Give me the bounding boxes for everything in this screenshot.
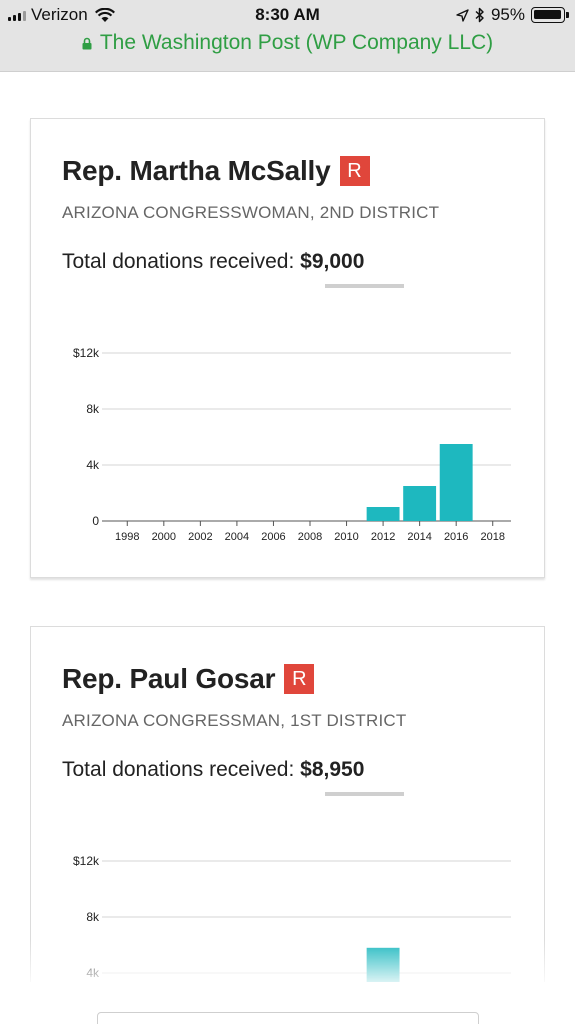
x-tick-label: 2016 (444, 531, 468, 543)
x-tick-label: 2002 (188, 531, 212, 543)
rep-name: Rep. Martha McSally (62, 155, 331, 186)
donations-line: Total donations received: $9,000 (62, 250, 364, 274)
party-badge: R (339, 156, 370, 186)
rep-title: Rep. Paul Gosar R (62, 663, 315, 695)
donations-label: Total donations received: (62, 758, 295, 781)
donations-label: Total donations received: (62, 250, 295, 273)
carrier-group: Verizon (8, 5, 115, 25)
donations-underline (325, 284, 404, 288)
x-tick-label: 1998 (115, 531, 139, 543)
x-tick-label: 2000 (152, 531, 176, 543)
x-tick-label: 2010 (334, 531, 358, 543)
url-bar[interactable]: The Washington Post (WP Company LLC) (0, 31, 575, 55)
rep-description: ARIZONA CONGRESSMAN, 1ST DISTRICT (62, 711, 407, 730)
y-tick-label: 8k (86, 402, 100, 416)
donations-line: Total donations received: $8,950 (62, 758, 364, 782)
x-tick-label: 2006 (261, 531, 285, 543)
location-arrow-icon (456, 8, 469, 22)
y-tick-label: 4k (86, 458, 100, 472)
rep-name: Rep. Paul Gosar (62, 663, 276, 694)
y-tick-label: 0 (92, 514, 99, 528)
status-icons: 95% (456, 5, 569, 25)
bar-2012 (366, 507, 400, 521)
donations-chart: $12k 8k 4k 0 1998 2000 2002 2004 2006 2008 2010 201… (73, 346, 511, 543)
y-tick-label: $12k (73, 854, 100, 868)
y-tick-label: 8k (86, 910, 100, 924)
lock-icon (82, 37, 92, 49)
x-tick-label: 2008 (298, 531, 322, 543)
x-tick-label: 2012 (371, 531, 395, 543)
carrier-name: Verizon (31, 5, 88, 24)
battery-percent: 95% (490, 5, 525, 24)
bar-2014 (403, 486, 437, 521)
clock: 8:30 AM (255, 5, 320, 24)
signal-strength-icon (8, 9, 26, 21)
wifi-icon (94, 7, 115, 22)
x-tick-label: 2018 (480, 531, 504, 543)
donations-value: $9,000 (300, 250, 365, 273)
rep-description: ARIZONA CONGRESSWOMAN, 2ND DISTRICT (62, 203, 440, 222)
bottom-toolbar[interactable] (97, 1012, 479, 1024)
bottom-fade (0, 940, 575, 1024)
y-tick-label: $12k (73, 346, 100, 360)
party-badge: R (284, 664, 315, 694)
bar-2016 (439, 444, 473, 521)
rep-title: Rep. Martha McSally R (62, 155, 370, 187)
representative-card: Rep. Martha McSally R ARIZONA CONGRESSWO… (30, 118, 545, 578)
site-title: The Washington Post (WP Company LLC) (99, 31, 494, 54)
donations-value: $8,950 (300, 758, 365, 781)
bluetooth-icon (475, 7, 484, 23)
donations-underline (325, 792, 404, 796)
battery-icon (531, 7, 569, 23)
x-tick-label: 2004 (225, 531, 249, 543)
representative-card: Rep. Paul Gosar R ARIZONA CONGRESSMAN, 1… (30, 626, 545, 982)
status-bar: Verizon 8:30 AM 95% The Washington Post … (0, 0, 575, 72)
x-tick-label: 2014 (407, 531, 431, 543)
